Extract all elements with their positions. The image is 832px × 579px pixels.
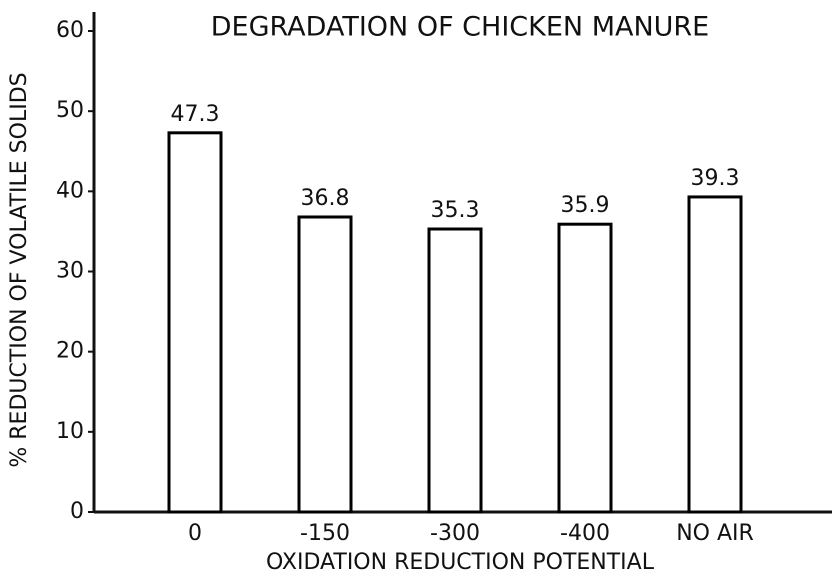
y-tick-label: 50 — [56, 98, 84, 123]
data-label: 39.3 — [691, 166, 740, 191]
x-tick-label: 0 — [188, 521, 202, 546]
x-tick-label: -300 — [430, 521, 480, 546]
x-axis-label: OXIDATION REDUCTION POTENTIAL — [266, 550, 655, 575]
bar — [687, 195, 743, 514]
data-label: 47.3 — [171, 102, 220, 127]
bar — [167, 131, 223, 514]
bar — [557, 222, 613, 514]
data-label: 35.3 — [431, 198, 480, 223]
bar — [427, 227, 483, 514]
bar — [297, 215, 353, 514]
data-label: 35.9 — [561, 193, 610, 218]
y-tick-label: 60 — [56, 18, 84, 43]
x-tick-label: NO AIR — [676, 521, 754, 546]
chart-title: DEGRADATION OF CHICKEN MANURE — [211, 12, 710, 43]
x-tick-label: -150 — [300, 521, 350, 546]
y-tick-label: 30 — [56, 259, 84, 284]
y-axis-label: % REDUCTION OF VOLATILE SOLIDS — [7, 72, 32, 467]
x-tick-label: -400 — [560, 521, 610, 546]
y-tick-label: 10 — [56, 419, 84, 444]
y-tick-label: 0 — [70, 499, 84, 524]
y-tick-label: 40 — [56, 178, 84, 203]
data-label: 36.8 — [301, 186, 350, 211]
y-tick-label: 20 — [56, 339, 84, 364]
